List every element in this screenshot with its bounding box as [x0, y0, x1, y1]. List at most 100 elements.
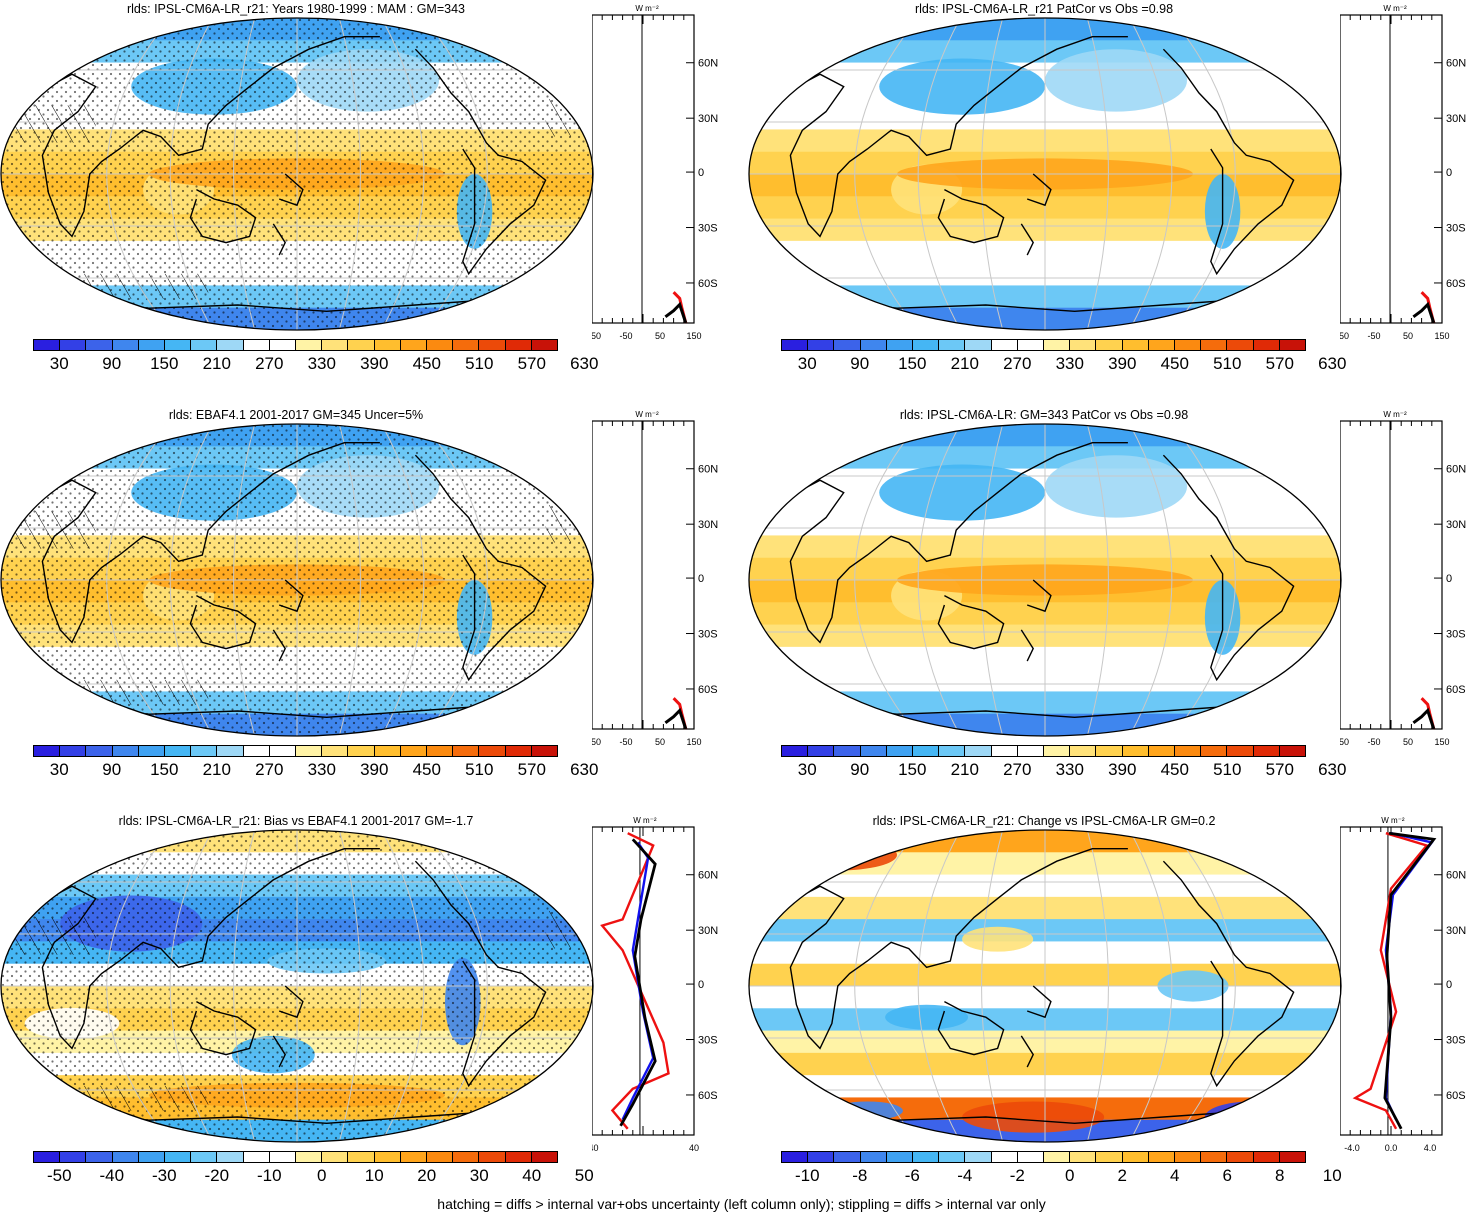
- zonal-mean-line: [664, 301, 688, 324]
- colorbar: [781, 745, 1306, 757]
- colorbar-label: 570: [517, 354, 546, 373]
- colorbar-swatch: [1279, 340, 1306, 350]
- map-panel-5: rlds: IPSL-CM6A-LR_r21: Bias vs EBAF4.1 …: [0, 812, 735, 1212]
- colorbar-label: -50: [46, 1166, 72, 1185]
- colorbar-swatch: [348, 1152, 375, 1162]
- colorbar-label: 510: [465, 354, 494, 373]
- colorbar-swatch: [243, 340, 270, 350]
- lat-tick-label: 60N: [698, 464, 718, 476]
- colorbar-swatch: [453, 340, 480, 350]
- colorbar-swatch: [296, 340, 323, 350]
- colorbar-swatch: [479, 746, 506, 756]
- colorbar-labels: 30 90 150 210 270 330 390 450 510 570 630: [33, 760, 611, 780]
- colorbar-swatch: [191, 340, 218, 350]
- lat-tick-label: 30S: [698, 1035, 718, 1047]
- lat-tick-label: 60S: [1446, 1090, 1466, 1102]
- colorbar-swatch: [427, 746, 454, 756]
- lat-tick-label: 0: [1446, 979, 1452, 991]
- colorbar-swatch: [479, 340, 506, 350]
- colorbar-swatch: [505, 340, 532, 350]
- colorbar: [33, 1151, 558, 1163]
- footnote: hatching = diffs > internal var+obs unce…: [437, 1196, 1046, 1212]
- zonal-mean-line: [1384, 832, 1434, 1121]
- zonal-x-tick-label: -4.0: [1344, 1143, 1360, 1153]
- colorbar-label: -10: [794, 1166, 820, 1185]
- lat-tick-label: 30S: [1446, 223, 1466, 235]
- colorbar-swatch: [1175, 340, 1202, 350]
- colorbar-label: -2: [1009, 1166, 1025, 1185]
- lat-tick-label: 0: [698, 979, 704, 991]
- robinson-map: [748, 17, 1342, 331]
- zonal-x-tick-label: -50: [1367, 331, 1380, 341]
- colorbar-swatch: [269, 1152, 297, 1162]
- colorbar-label: 630: [1318, 760, 1347, 779]
- colorbar-swatch: [86, 1152, 113, 1162]
- zonal-unit-label: W m⁻²: [1383, 4, 1407, 13]
- zonal-unit-label: W m⁻²: [633, 816, 657, 825]
- lat-tick-label: 60S: [698, 684, 718, 696]
- colorbar-label: 90: [850, 354, 870, 373]
- lat-tick-label: 60N: [1446, 870, 1466, 882]
- colorbar-label: 450: [412, 760, 441, 779]
- colorbar-swatch: [138, 746, 166, 756]
- colorbar-swatch: [1279, 746, 1306, 756]
- lat-tick-label: 60N: [1446, 58, 1466, 70]
- colorbar-swatch: [1253, 340, 1280, 350]
- lat-tick-label: 30N: [698, 113, 718, 125]
- colorbar-label: 0: [317, 1166, 327, 1185]
- lat-tick-label: 30N: [698, 925, 718, 937]
- colorbar-label: 90: [102, 760, 122, 779]
- colorbar-swatch: [1201, 1152, 1228, 1162]
- colorbar-label: -6: [904, 1166, 920, 1185]
- colorbar-label: -10: [256, 1166, 282, 1185]
- colorbar-swatch: [138, 1152, 166, 1162]
- zonal-mean-line: [1412, 301, 1436, 324]
- zonal-mean-plot: W m⁻² 60N 30N 0 30S 60S -150 -50 50 150: [592, 4, 718, 341]
- zonal-unit-label: W m⁻²: [635, 4, 659, 13]
- colorbar-swatch: [991, 1152, 1018, 1162]
- colorbar-swatch: [217, 340, 244, 350]
- colorbar-label: 30: [797, 760, 817, 779]
- colorbar-swatch: [322, 340, 349, 350]
- colorbar-label: 330: [1055, 354, 1084, 373]
- zonal-x-tick-label: -150: [1340, 737, 1349, 747]
- colorbar-swatch: [374, 340, 401, 350]
- colorbar-label: 30: [797, 354, 817, 373]
- colorbar-label: 2: [1117, 1166, 1127, 1185]
- colorbar: [781, 1151, 1306, 1163]
- colorbar-swatch: [505, 1152, 532, 1162]
- lat-tick-label: 30N: [1446, 519, 1466, 531]
- colorbar-swatch: [1253, 746, 1280, 756]
- colorbar-label: 90: [102, 354, 122, 373]
- colorbar-swatch: [322, 746, 349, 756]
- colorbar-swatch: [243, 1152, 270, 1162]
- colorbar-swatch: [427, 340, 454, 350]
- colorbar-swatch: [1122, 340, 1149, 350]
- colorbar-swatch: [886, 746, 914, 756]
- colorbar-swatch: [1070, 340, 1097, 350]
- zonal-x-tick-label: 150: [686, 737, 701, 747]
- colorbar-swatch: [1175, 1152, 1202, 1162]
- colorbar-label: 40: [522, 1166, 542, 1185]
- lat-tick-label: 60S: [1446, 684, 1466, 696]
- lat-tick-label: 60S: [698, 278, 718, 290]
- colorbar: [33, 745, 558, 757]
- colorbar-swatch: [1148, 1152, 1176, 1162]
- colorbar-swatch: [1201, 746, 1228, 756]
- colorbar-swatch: [505, 746, 532, 756]
- colorbar-label: 4: [1170, 1166, 1180, 1185]
- colorbar-swatch: [348, 340, 375, 350]
- colorbar-label: 270: [255, 354, 284, 373]
- colorbar-swatch: [1017, 746, 1045, 756]
- colorbar-swatch: [322, 1152, 349, 1162]
- map-panel-4: rlds: IPSL-CM6A-LR: GM=343 PatCor vs Obs…: [748, 406, 1483, 806]
- colorbar-label: 450: [412, 354, 441, 373]
- zonal-mean-line: [664, 707, 688, 730]
- colorbar-label: 210: [202, 354, 231, 373]
- zonal-x-tick-label: 150: [1434, 331, 1449, 341]
- panel-title: rlds: IPSL-CM6A-LR_r21 PatCor vs Obs =0.…: [914, 2, 1174, 16]
- colorbar-swatch: [860, 340, 887, 350]
- zonal-x-tick-label: 150: [686, 331, 701, 341]
- zonal-x-tick-label: 50: [655, 737, 665, 747]
- colorbar-swatch: [531, 746, 558, 756]
